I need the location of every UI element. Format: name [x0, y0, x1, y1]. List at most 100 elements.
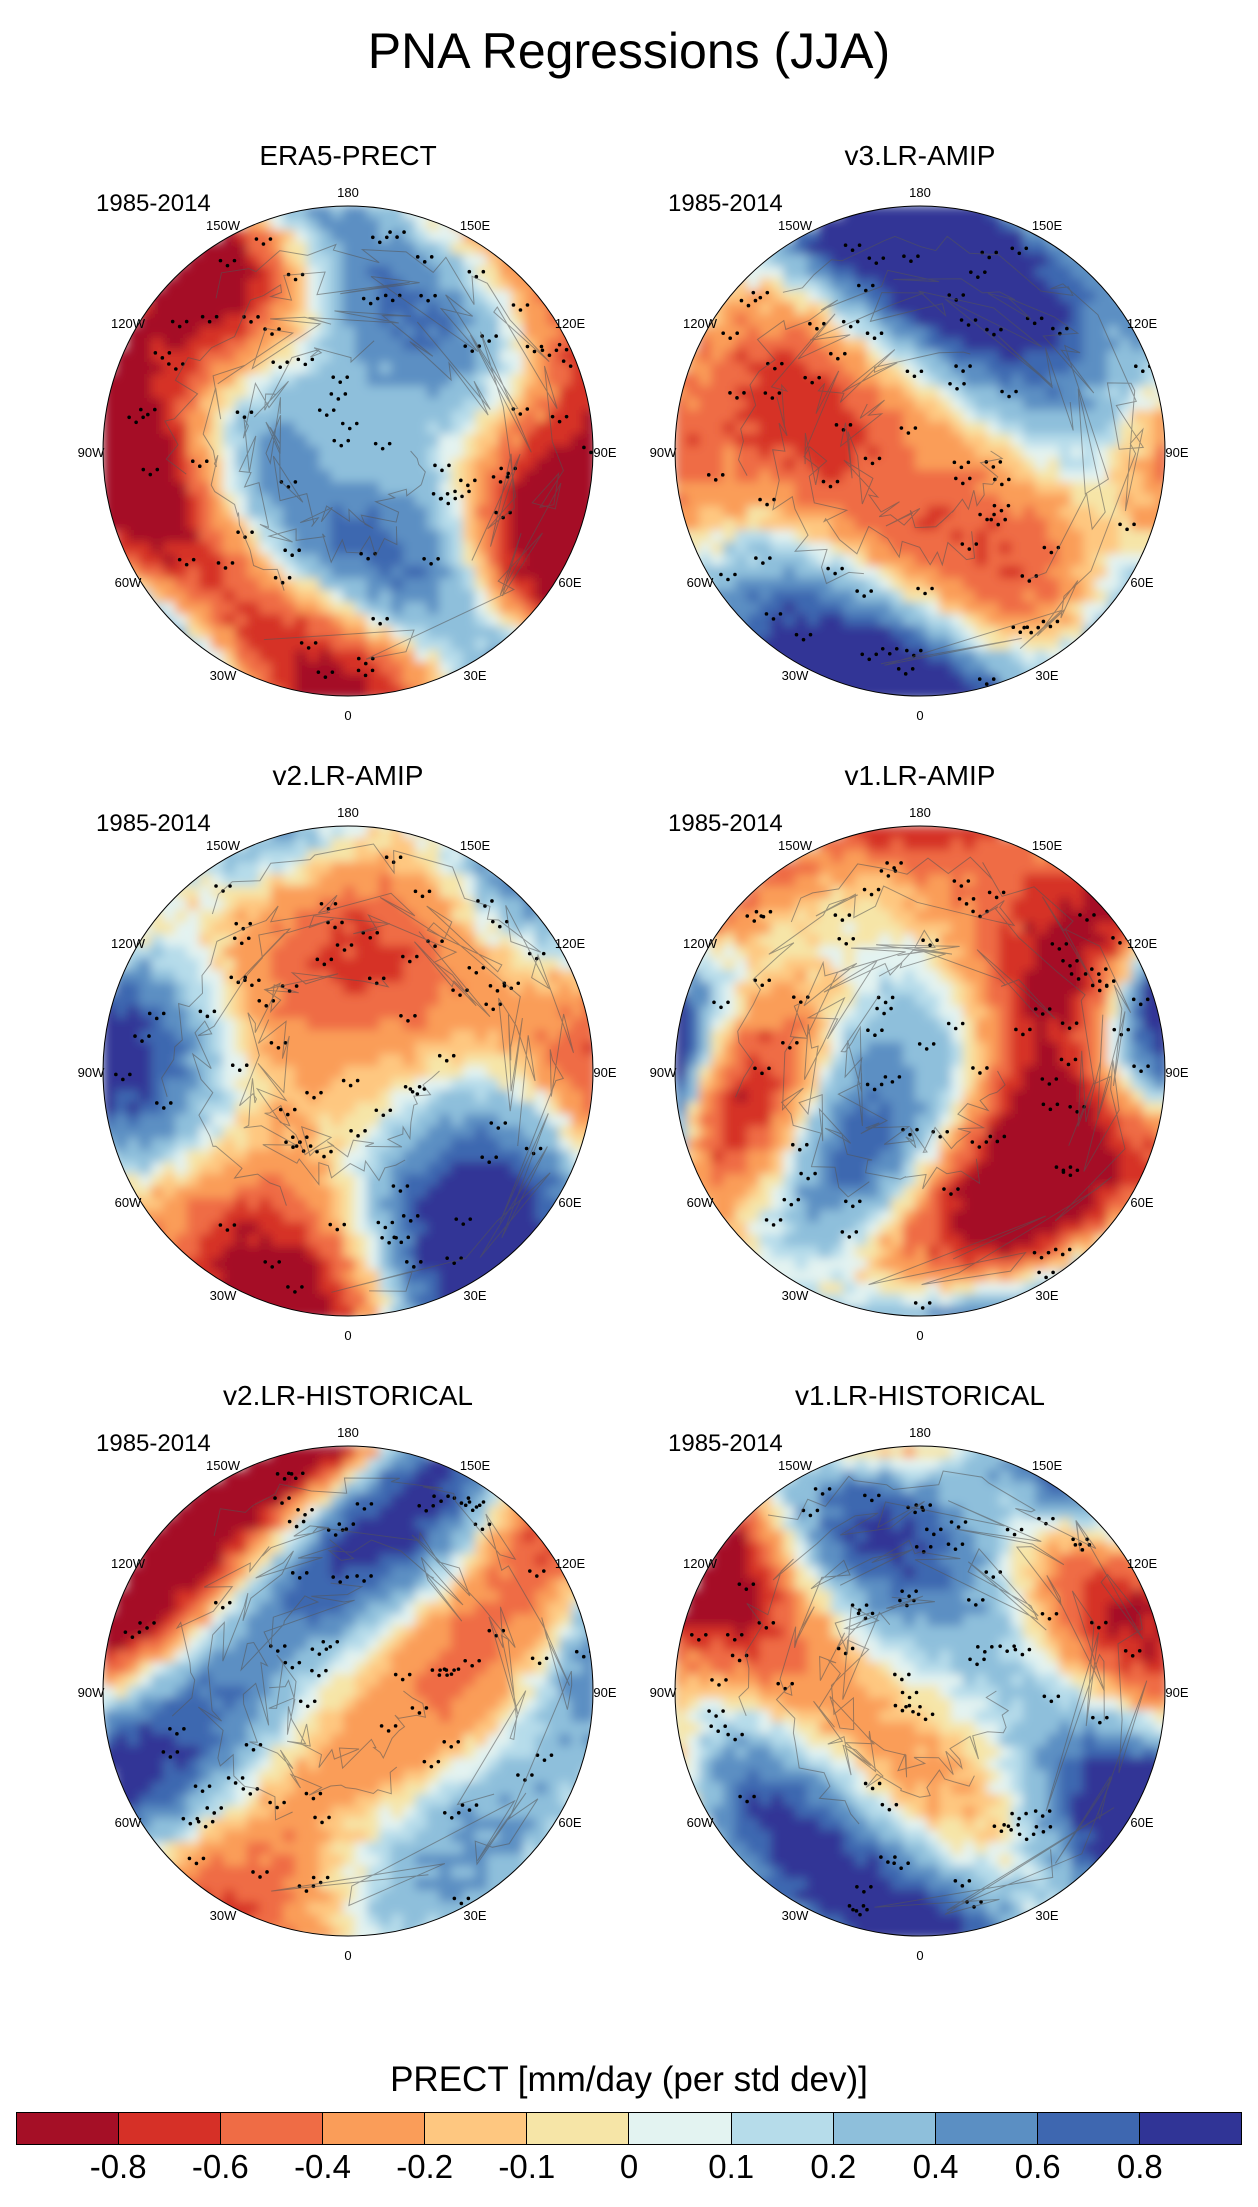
longitude-label: 180	[337, 1425, 359, 1440]
colorbar-segment	[119, 2113, 222, 2144]
polar-map: 180 0 150W 150E 120W 120E 90W 90E 60W 60E 30W 30E	[650, 185, 1189, 723]
longitude-label: 90W	[78, 1685, 105, 1700]
longitude-label: 60E	[558, 575, 581, 590]
longitude-label: 90E	[593, 445, 616, 460]
longitude-label: 90E	[1165, 1065, 1188, 1080]
longitude-label: 150E	[460, 838, 491, 853]
significance-stippling	[127, 230, 593, 679]
longitude-label: 0	[344, 708, 351, 723]
panel-title: v2.LR-AMIP	[272, 760, 424, 791]
polar-map: 180 0 150W 150E 120W 120E 90W 90E 60W 60E 30W 30E	[650, 1425, 1189, 1963]
longitude-label: 30E	[463, 668, 486, 683]
panel-title: ERA5-PRECT	[259, 140, 437, 171]
precip-field	[675, 826, 1165, 1316]
longitude-label: 180	[909, 1425, 931, 1440]
longitude-label: 150E	[1032, 1458, 1063, 1473]
longitude-label: 90W	[78, 1065, 105, 1080]
colorbar-tick-label: -0.6	[191, 2148, 249, 2185]
map-panel: 180 0 150W 150E 120W 120E 90W 90E 60W 60E 30W 30E v2…	[48, 1380, 648, 1970]
longitude-label: 90W	[650, 1685, 677, 1700]
longitude-label: 30W	[782, 1908, 809, 1923]
colorbar-segment	[323, 2113, 426, 2144]
longitude-label: 150W	[206, 218, 241, 233]
longitude-label: 120E	[1127, 936, 1158, 951]
panel-period: 1985-2014	[96, 1430, 211, 1457]
longitude-label: 120E	[555, 316, 586, 331]
longitude-label: 60W	[115, 1195, 142, 1210]
figure-title: PNA Regressions (JJA)	[367, 23, 891, 79]
map-panel: 180 0 150W 150E 120W 120E 90W 90E 60W 60E 30W 30E v3…	[620, 140, 1220, 730]
longitude-label: 30E	[1035, 1288, 1058, 1303]
longitude-label: 150W	[778, 218, 813, 233]
panel-title: v1.LR-AMIP	[844, 760, 996, 791]
colorbar-segment	[425, 2113, 528, 2144]
colorbar-tick-label: 0	[619, 2148, 639, 2185]
longitude-label: 60E	[1130, 1195, 1153, 1210]
panel-period: 1985-2014	[668, 190, 783, 217]
map-boundary	[674, 825, 1166, 1317]
longitude-label: 60W	[687, 1815, 714, 1830]
panel-period: 1985-2014	[96, 190, 211, 217]
longitude-label: 30E	[1035, 1908, 1058, 1923]
longitude-label: 0	[344, 1328, 351, 1343]
longitude-label: 30E	[463, 1908, 486, 1923]
longitude-label: 150E	[1032, 218, 1063, 233]
colorbar-segment	[527, 2113, 630, 2144]
longitude-label: 150E	[1032, 838, 1063, 853]
polar-map: 180 0 150W 150E 120W 120E 90W 90E 60W 60E 30W 30E	[78, 185, 617, 723]
colorbar-tick-label: 0.2	[810, 2148, 857, 2185]
longitude-label: 180	[337, 185, 359, 200]
longitude-label: 120W	[111, 316, 146, 331]
longitude-label: 30W	[782, 668, 809, 683]
colorbar-segment	[731, 2113, 834, 2144]
longitude-label: 150W	[778, 1458, 813, 1473]
longitude-label: 60W	[687, 1195, 714, 1210]
panel-title: v3.LR-AMIP	[844, 140, 996, 171]
panel-period: 1985-2014	[668, 810, 783, 837]
colorbar-tick-label: 0.4	[912, 2148, 959, 2185]
colorbar-labels: -0.8 -0.6 -0.4 -0.2 -0.1 0 0.1 0.2 0.4 0.6 0.8	[0, 2148, 1258, 2198]
coastlines	[738, 1470, 1148, 1915]
colorbar-segment	[629, 2113, 732, 2144]
longitude-label: 120E	[1127, 316, 1158, 331]
panel-title: v1.LR-HISTORICAL	[795, 1380, 1045, 1411]
longitude-label: 60E	[558, 1815, 581, 1830]
longitude-label: 120W	[683, 1556, 718, 1571]
longitude-label: 150W	[778, 838, 813, 853]
significance-stippling	[690, 1487, 1142, 1917]
longitude-label: 120W	[683, 936, 718, 951]
map-panel: 180 0 150W 150E 120W 120E 90W 90E 60W 60E 30W 30E v2…	[48, 760, 648, 1350]
colorbar-tick-label: -0.1	[498, 2148, 556, 2185]
longitude-label: 60W	[115, 1815, 142, 1830]
colorbar-segment	[17, 2113, 120, 2144]
longitude-label: 120E	[555, 1556, 586, 1571]
longitude-label: 90E	[593, 1685, 616, 1700]
longitude-label: 150E	[460, 1458, 491, 1473]
map-boundary	[102, 825, 594, 1317]
colorbar-tick-label: 0.1	[708, 2148, 755, 2185]
significance-stippling	[706, 243, 1152, 686]
colorbar-segment	[935, 2113, 1038, 2144]
longitude-label: 30W	[210, 668, 237, 683]
map-panel: 180 0 150W 150E 120W 120E 90W 90E 60W 60E 30W 30E v1…	[620, 1380, 1220, 1970]
colorbar-segment	[1139, 2113, 1241, 2144]
colorbar-segment	[1037, 2113, 1140, 2144]
longitude-label: 60E	[1130, 1815, 1153, 1830]
precip-field	[103, 1446, 593, 1936]
longitude-label: 90W	[650, 445, 677, 460]
colorbar-tick-label: 0.6	[1014, 2148, 1061, 2185]
longitude-label: 150E	[460, 218, 491, 233]
coastlines	[164, 243, 564, 660]
longitude-label: 150W	[206, 838, 241, 853]
longitude-label: 60E	[558, 1195, 581, 1210]
map-panel: 180 0 150W 150E 120W 120E 90W 90E 60W 60E 30W 30E v1…	[620, 760, 1220, 1350]
polar-map: 180 0 150W 150E 120W 120E 90W 90E 60W 60E 30W 30E	[78, 805, 617, 1343]
precip-field	[103, 826, 593, 1316]
longitude-label: 30W	[782, 1288, 809, 1303]
precip-field	[675, 1446, 1165, 1936]
longitude-label: 180	[337, 805, 359, 820]
colorbar-tick-label: -0.8	[89, 2148, 147, 2185]
longitude-label: 180	[909, 185, 931, 200]
map-panel: 180 0 150W 150E 120W 120E 90W 90E 60W 60E 30W 30E ER…	[48, 140, 648, 730]
longitude-label: 180	[909, 805, 931, 820]
